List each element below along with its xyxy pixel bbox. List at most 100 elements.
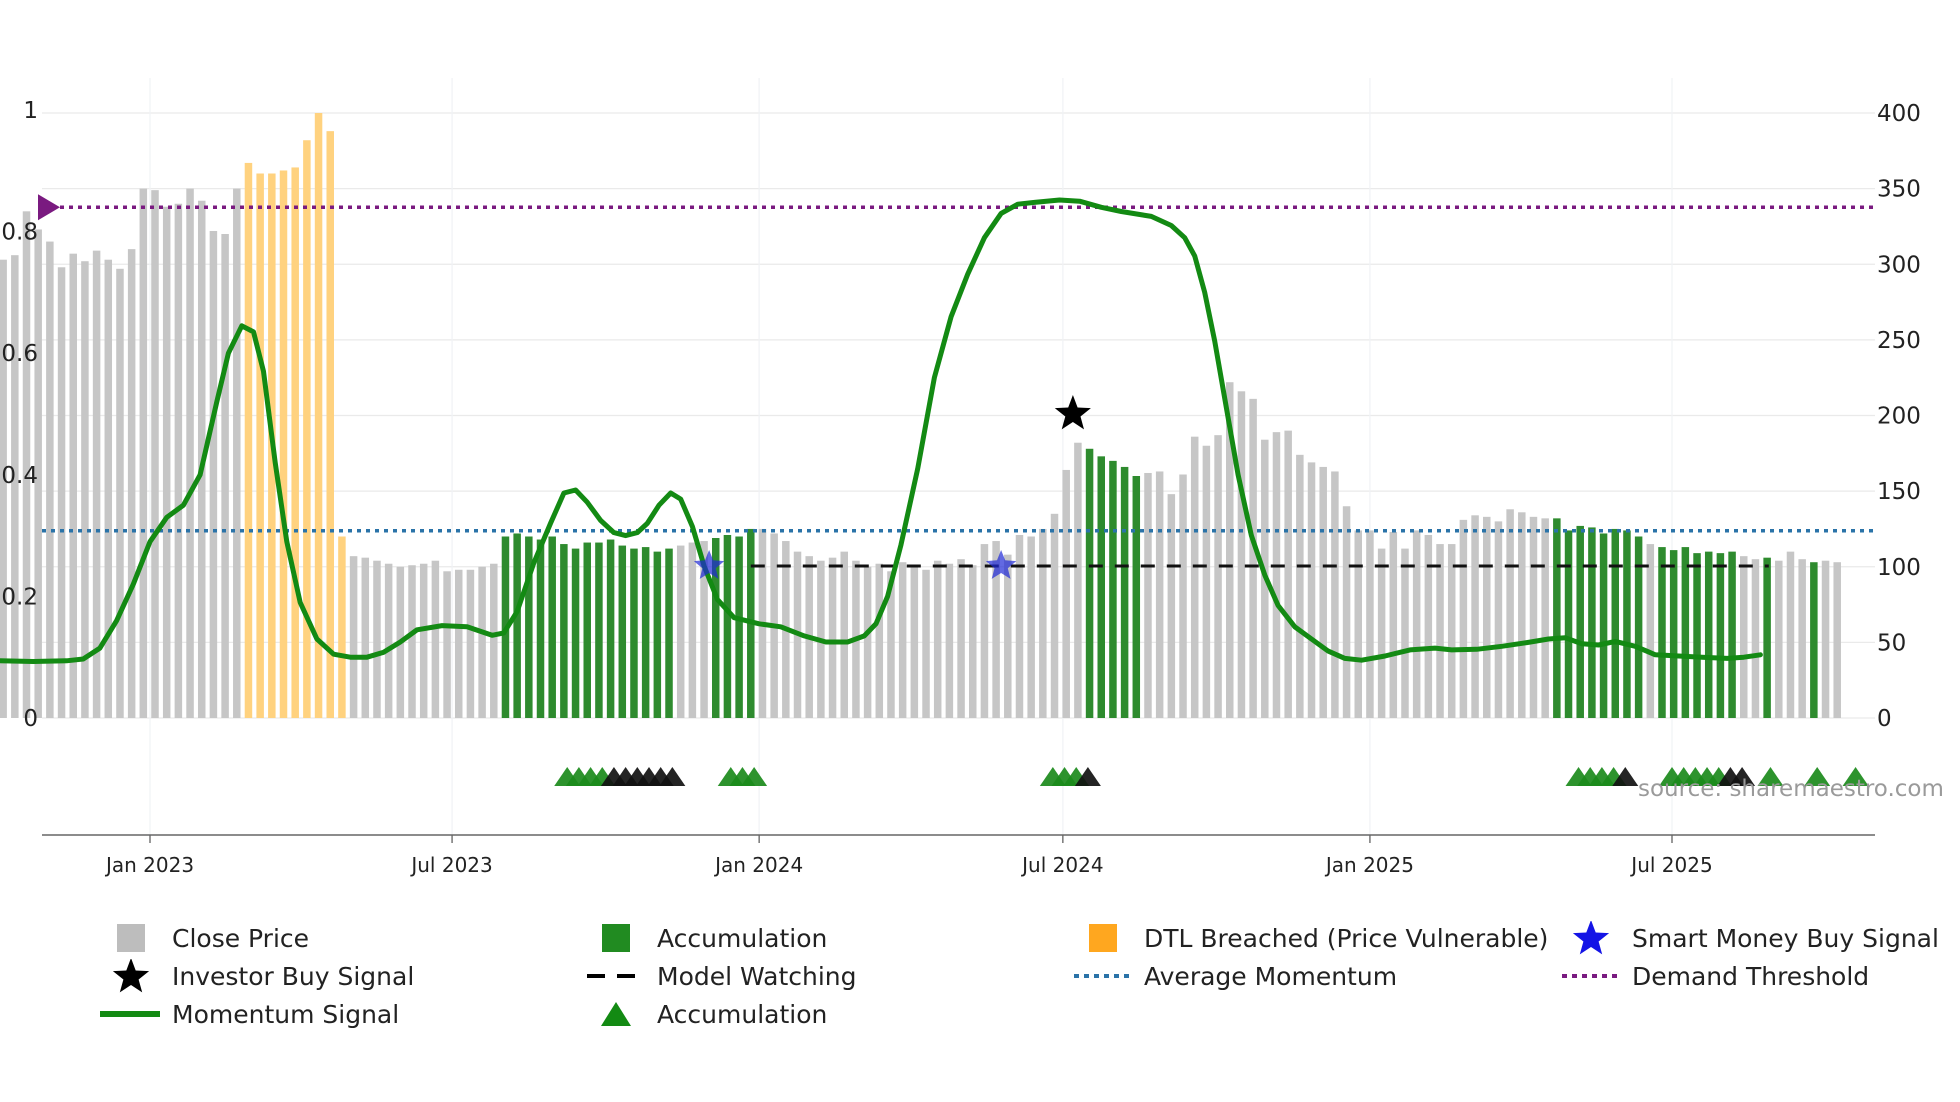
close-price-bar: [980, 544, 989, 718]
left-axis-tick-label: 0.6: [1, 341, 38, 367]
right-axis-tick-label: 400: [1877, 101, 1921, 127]
accumulation-bar: [711, 538, 720, 718]
axes: 0 50 100 150 200 250 300 350 400 0 0.2 0.4 0.6 0.8 1 Ja…: [1, 98, 1920, 877]
right-axis-tick-label: 350: [1877, 177, 1921, 203]
accumulation-bar: [1564, 530, 1573, 718]
close-price-bar: [69, 253, 77, 718]
close-price-bar: [1307, 462, 1316, 718]
close-price-bar: [139, 188, 148, 718]
close-price-bar: [933, 560, 942, 718]
source-label: source: sharemaestro.com: [1638, 776, 1944, 802]
close-price-bar: [1167, 494, 1176, 718]
close-price-bar: [46, 241, 54, 718]
close-price-bar: [1342, 506, 1351, 718]
close-price-bar: [361, 557, 370, 718]
accumulation-bar: [1716, 553, 1725, 718]
close-price-bar: [408, 565, 416, 718]
close-price-bar: [1039, 528, 1047, 718]
accumulation-bar: [1634, 536, 1643, 718]
dtl-breached-bar: [314, 113, 323, 718]
close-price-bar: [1027, 536, 1035, 718]
close-price-bar: [1015, 534, 1024, 718]
close-price-bar: [945, 563, 954, 718]
close-price-bar: [676, 545, 685, 718]
close-price-bar: [688, 542, 697, 718]
accumulation-bar: [606, 539, 615, 718]
smart-money-buy-signal-star: [985, 550, 1017, 579]
accumulation-bar: [1109, 460, 1117, 718]
accumulation-bar: [618, 545, 627, 718]
close-price-bar: [1529, 516, 1538, 718]
accumulation-bar: [525, 536, 533, 718]
accumulation-bar: [653, 551, 662, 718]
close-price-bar: [57, 267, 66, 718]
close-price-bar: [384, 563, 393, 718]
right-axis-tick-label: 150: [1877, 479, 1921, 505]
close-price-bar: [478, 566, 486, 718]
close-price-bar: [1459, 519, 1468, 718]
dtl-breached-bar: [326, 131, 334, 718]
accumulation-triangle: [1074, 767, 1101, 786]
close-price-bar: [1786, 551, 1795, 718]
close-price-bar: [1214, 435, 1222, 718]
close-price-bar: [490, 563, 498, 718]
left-axis-tick-label: 0.8: [1, 220, 38, 246]
investor-buy-signal-star: [1054, 395, 1091, 430]
close-price-bar: [116, 268, 124, 718]
accumulation-triangle: [741, 767, 768, 786]
close-price-bar: [875, 563, 884, 718]
close-price-bar: [1202, 445, 1211, 718]
accumulation-triangle: [1804, 767, 1831, 786]
close-price-bar: [1798, 559, 1806, 718]
close-price-bar: [1494, 521, 1503, 718]
accumulation-bar: [548, 536, 556, 718]
accumulation-bar: [1728, 551, 1736, 718]
close-price-bar: [1226, 382, 1234, 718]
close-price-bar: [1004, 554, 1012, 718]
close-price-bar: [0, 259, 7, 718]
close-price-bar: [1331, 471, 1339, 718]
close-price-bar: [431, 560, 440, 718]
left-axis-tick-label: 1: [23, 98, 38, 124]
close-price-bar: [828, 557, 837, 718]
close-price-bar: [1074, 442, 1082, 718]
close-price-bar: [1377, 548, 1386, 718]
close-price-bar: [186, 188, 194, 718]
accumulation-bar: [1810, 562, 1818, 718]
close-price-bar: [1319, 466, 1327, 718]
close-price-bar: [1354, 530, 1363, 718]
right-axis-tick-label: 50: [1877, 630, 1906, 656]
accumulation-bar: [630, 548, 638, 718]
accumulation-bar: [1611, 528, 1620, 718]
close-price-bar: [992, 541, 1000, 718]
accumulation-triangle: [1612, 767, 1639, 786]
close-price-bar: [1062, 469, 1070, 718]
accumulation-bar: [1576, 525, 1584, 718]
close-price-bar: [898, 562, 907, 718]
accumulation-triangle: [659, 767, 686, 786]
close-price-bar: [34, 229, 42, 718]
accumulation-bar: [1623, 530, 1631, 718]
accumulation-bar: [1693, 553, 1701, 718]
accumulation-bar: [1763, 557, 1771, 718]
accumulation-bar: [513, 533, 521, 718]
close-price-bar: [840, 551, 848, 718]
close-price-bar: [1190, 436, 1199, 718]
close-price-bar: [1821, 560, 1830, 718]
close-price-bar: [1424, 534, 1433, 718]
close-price-bar: [174, 203, 183, 718]
accumulation-bar: [723, 534, 732, 718]
close-price-bar: [910, 565, 919, 718]
close-price-bar: [922, 569, 930, 718]
close-price-bar: [209, 230, 218, 718]
close-price-bar: [1249, 398, 1257, 718]
close-price-bar: [92, 250, 101, 718]
dtl-breached-bar: [338, 536, 346, 718]
right-axis-tick-label: 0: [1877, 706, 1892, 732]
dtl-breached-bar: [244, 162, 253, 719]
close-price-bar: [1436, 544, 1444, 718]
close-price-bar: [151, 190, 159, 718]
right-axis-tick-label: 100: [1877, 555, 1921, 581]
close-price-bar: [1155, 471, 1164, 718]
accumulation-bar: [595, 542, 603, 718]
